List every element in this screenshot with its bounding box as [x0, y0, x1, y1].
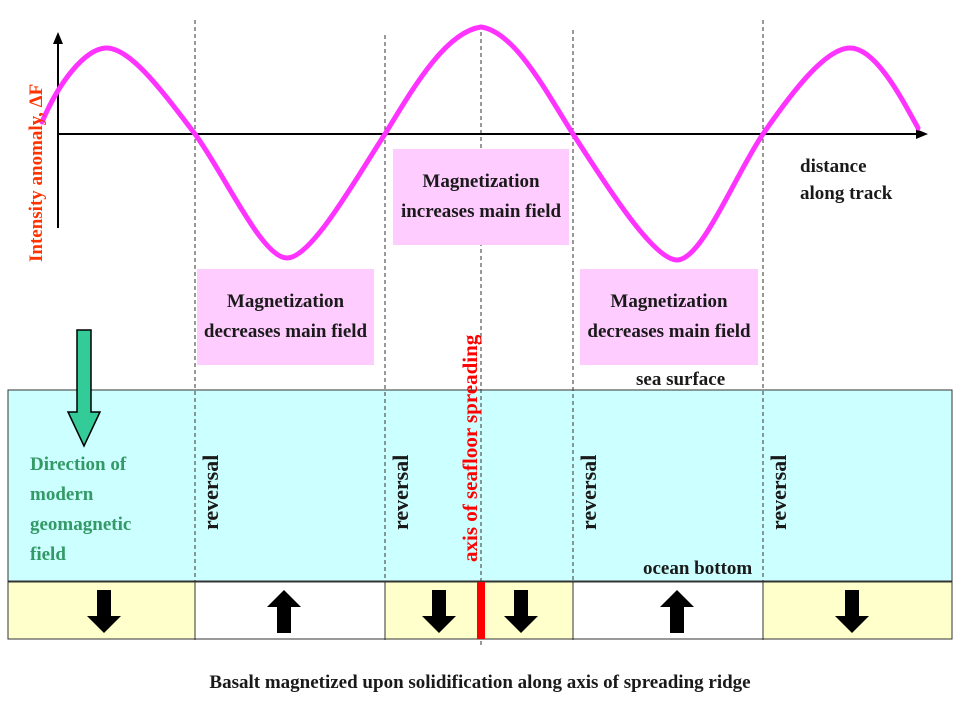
x-axis-label-line2: along track [800, 183, 893, 204]
spreading-axis-bar [477, 582, 485, 639]
reversal-label-2: reversal [388, 454, 413, 530]
caption: Basalt magnetized upon solidification al… [209, 672, 751, 693]
ocean-water [7, 389, 953, 582]
basalt-block-4 [572, 581, 764, 640]
magnetization-arrows [87, 590, 869, 633]
x-axis-label-line1: distance [800, 156, 867, 177]
arrow-down-icon [504, 590, 538, 633]
box-magnetization-increases: Magnetization increases main field [393, 149, 569, 245]
anomaly-curve [39, 24, 921, 263]
geomagnetic-arrow-icon [66, 329, 102, 448]
arrow-up-icon [267, 590, 301, 633]
spreading-axis-label: axis of seafloor spreading [458, 334, 482, 562]
arrow-down-icon [87, 590, 121, 633]
ocean-bottom-label: ocean bottom [643, 558, 753, 579]
sea-surface-label: sea surface [636, 369, 726, 390]
y-axis-label: Intensity anomaly, ΔF [26, 83, 47, 262]
plot-axes [53, 32, 928, 228]
arrow-down-icon [422, 590, 456, 633]
reversal-label-3: reversal [576, 454, 601, 530]
box-magnetization-decreases-right: Magnetization decreases main field [580, 269, 758, 365]
box-magnetization-decreases-left: Magnetization decreases main field [197, 269, 374, 365]
arrow-up-icon [660, 590, 694, 633]
x-axis-label: distance along track [800, 153, 892, 207]
reversal-label-4: reversal [766, 454, 791, 530]
geomagnetic-field-label: Direction of modern geomagnetic field [30, 454, 132, 565]
arrow-down-icon [835, 590, 869, 633]
reversal-label-1: reversal [198, 454, 223, 530]
